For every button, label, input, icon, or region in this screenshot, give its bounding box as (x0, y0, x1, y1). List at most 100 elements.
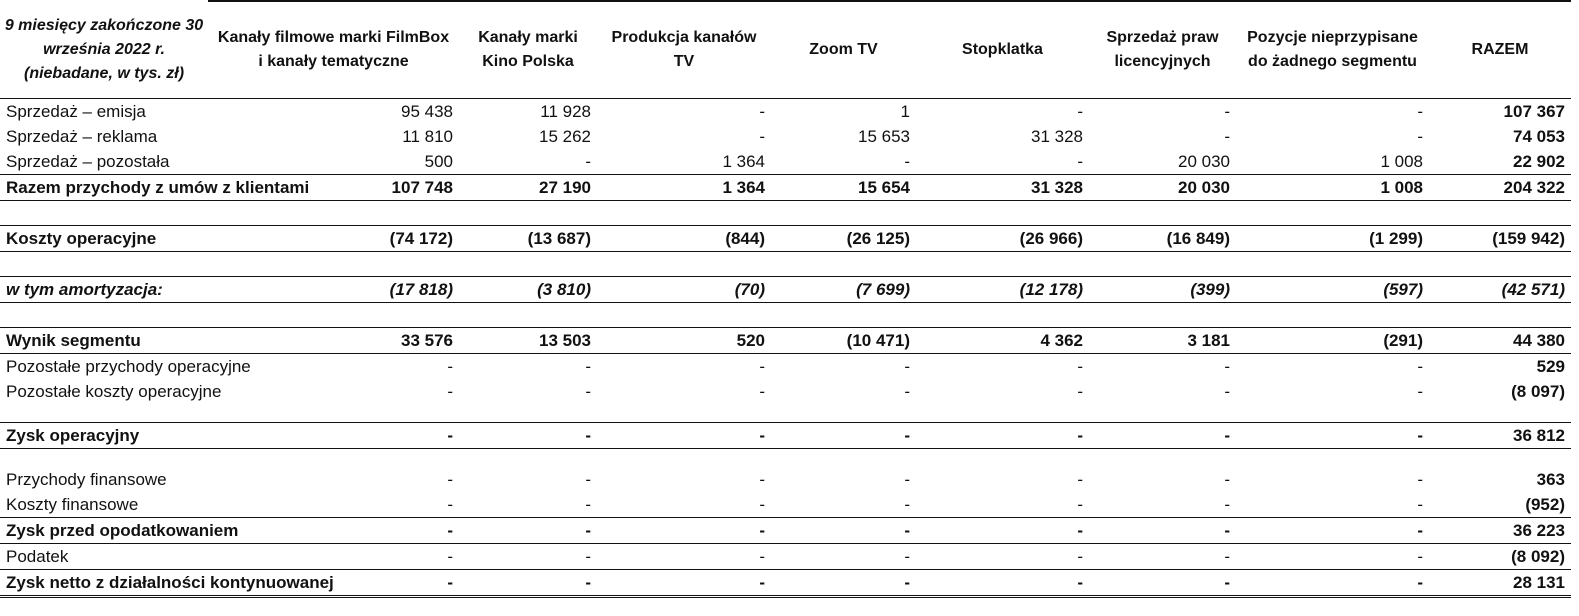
value-cell: - (1089, 422, 1236, 449)
table-row: Sprzedaż – emisja 95 438 11 928 - 1 - - - 107 36… (0, 99, 1571, 125)
value-cell: (844) (597, 225, 771, 252)
column-header-tv-production: Produkcja kanałów TV (597, 0, 771, 99)
value-cell: (1 299) (1236, 225, 1429, 252)
value-cell: - (771, 422, 916, 449)
value-cell: (7 699) (771, 276, 916, 303)
value-cell: 15 653 (858, 127, 910, 146)
value-cell: - (585, 470, 591, 489)
value-cell: - (904, 382, 910, 401)
spacer-row (0, 404, 1571, 423)
value-cell: 20 030 (1089, 149, 1236, 175)
value-cell: 1 364 (722, 178, 765, 197)
table-row: Zysk przed opodatkowaniem - - - - - - -36 223 (0, 517, 1571, 544)
value-cell: - (459, 569, 597, 598)
total-cell: (8 097) (1511, 382, 1565, 401)
value-cell: - (1236, 492, 1429, 518)
value-cell: - (759, 127, 765, 146)
total-cell: 36 223 (1429, 517, 1571, 544)
value-cell: - (904, 357, 910, 376)
column-header-stopklatka: Stopklatka (916, 0, 1089, 99)
value-cell: - (1089, 517, 1236, 544)
value-cell: - (597, 492, 771, 518)
value-cell: - (771, 492, 916, 518)
value-cell: - (1224, 127, 1230, 146)
row-label: Razem przychody z umów z klientami (6, 178, 310, 197)
total-cell: 36 812 (1429, 422, 1571, 449)
value-cell: - (585, 357, 591, 376)
value-cell: (74 172) (208, 225, 459, 252)
value-cell: - (771, 569, 916, 598)
table-row: Pozostałe koszty operacyjne - - - - - - - (8 097… (0, 379, 1571, 404)
value-cell: - (759, 382, 765, 401)
row-label: Pozostałe przychody operacyjne (6, 357, 251, 376)
column-header-total: RAZEM (1429, 0, 1571, 99)
value-cell: 1 008 (1380, 178, 1423, 197)
table-row: Wynik segmentu 33 576 13 503 520 (10 471) 4 3… (0, 327, 1571, 354)
value-cell: 1 (900, 102, 910, 121)
value-cell: (399) (1089, 276, 1236, 303)
value-cell: - (1224, 102, 1230, 121)
value-cell: - (916, 422, 1089, 449)
total-cell: 22 902 (1429, 149, 1571, 175)
row-label: Przychody finansowe (6, 470, 167, 489)
spacer-row (0, 200, 1571, 226)
value-cell: 20 030 (1178, 178, 1230, 197)
table-row: Koszty finansowe - - - - - - - (952) (0, 492, 1571, 518)
value-cell: - (597, 569, 771, 598)
value-cell: - (1417, 382, 1423, 401)
value-cell: - (1089, 543, 1236, 570)
total-cell: 28 131 (1429, 569, 1571, 598)
value-cell: - (459, 517, 597, 544)
row-label: Pozostałe koszty operacyjne (6, 382, 222, 401)
column-header-unallocated: Pozycje nieprzypisane do żadnego segment… (1236, 0, 1429, 99)
value-cell: - (208, 543, 459, 570)
value-cell: (16 849) (1089, 225, 1236, 252)
value-cell: - (904, 470, 910, 489)
table-row: Koszty operacyjne (74 172) (13 687) (844) (2… (0, 225, 1571, 252)
value-cell: (291) (1236, 327, 1429, 354)
table-row: Zysk operacyjny - - - - - - -36 812 (0, 422, 1571, 449)
value-cell: 31 328 (1031, 127, 1083, 146)
value-cell: - (759, 470, 765, 489)
value-cell: - (759, 102, 765, 121)
value-cell: 500 (208, 149, 459, 175)
value-cell: - (1236, 569, 1429, 598)
segment-results-table: 9 miesięcy zakończone 30 września 2022 r… (0, 0, 1571, 598)
value-cell: (26 125) (771, 225, 916, 252)
table-row: Pozostałe przychody operacyjne - - - - - - - 529 (0, 354, 1571, 380)
spacer-row (0, 251, 1571, 277)
value-cell: - (1236, 543, 1429, 570)
value-cell: - (1236, 422, 1429, 449)
column-header-zoom-tv: Zoom TV (771, 0, 916, 99)
value-cell: - (1077, 470, 1083, 489)
period-caption: 9 miesięcy zakończone 30 września 2022 r… (4, 16, 204, 82)
value-cell: 27 190 (539, 178, 591, 197)
value-cell: - (1224, 357, 1230, 376)
value-cell: (10 471) (771, 327, 916, 354)
value-cell: - (1224, 382, 1230, 401)
value-cell: - (916, 149, 1089, 175)
value-cell: 13 503 (459, 327, 597, 354)
value-cell: - (759, 357, 765, 376)
total-cell: (159 942) (1429, 225, 1571, 252)
value-cell: 520 (597, 327, 771, 354)
column-header-filmbox: Kanały filmowe marki FilmBox i kanały te… (208, 0, 459, 99)
total-cell: (8 092) (1429, 543, 1571, 570)
value-cell: - (447, 357, 453, 376)
value-cell: (597) (1236, 276, 1429, 303)
value-cell: - (1089, 492, 1236, 518)
value-cell: (3 810) (459, 276, 597, 303)
value-cell: 11 928 (540, 102, 591, 121)
column-header-kino-polska: Kanały marki Kino Polska (459, 0, 597, 99)
value-cell: - (459, 543, 597, 570)
table-row: Razem przychody z umów z klientami 107 74… (0, 175, 1571, 201)
value-cell: - (459, 492, 597, 518)
value-cell: - (1077, 102, 1083, 121)
value-cell: 4 362 (916, 327, 1089, 354)
total-cell: (952) (1429, 492, 1571, 518)
value-cell: 107 748 (391, 178, 453, 197)
table-row: Sprzedaż – reklama 11 810 15 262 - 15 653 31 … (0, 124, 1571, 149)
spacer-row (0, 449, 1571, 468)
value-cell: - (916, 543, 1089, 570)
value-cell: - (208, 517, 459, 544)
